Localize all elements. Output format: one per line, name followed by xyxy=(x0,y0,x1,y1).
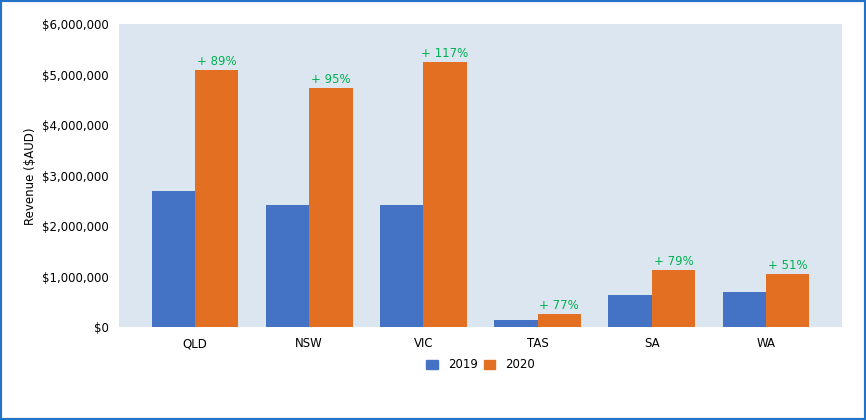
Bar xyxy=(309,88,352,328)
Bar xyxy=(195,70,238,328)
Bar xyxy=(609,295,652,328)
Text: + 89%: + 89% xyxy=(197,55,236,68)
Y-axis label: Revenue ($AUD): Revenue ($AUD) xyxy=(23,127,36,225)
Legend: 2019, 2020: 2019, 2020 xyxy=(422,354,540,376)
Bar xyxy=(494,320,538,328)
Bar xyxy=(380,205,423,328)
Text: + 117%: + 117% xyxy=(422,47,469,60)
Text: + 77%: + 77% xyxy=(540,299,579,312)
Bar xyxy=(652,270,695,328)
Text: + 79%: + 79% xyxy=(654,255,694,268)
Bar xyxy=(152,191,195,328)
Bar xyxy=(766,274,810,328)
Bar xyxy=(538,314,581,328)
Bar xyxy=(423,62,467,328)
Text: + 51%: + 51% xyxy=(768,259,808,272)
Bar xyxy=(722,292,766,328)
Text: + 95%: + 95% xyxy=(311,74,351,87)
Bar xyxy=(266,205,309,328)
